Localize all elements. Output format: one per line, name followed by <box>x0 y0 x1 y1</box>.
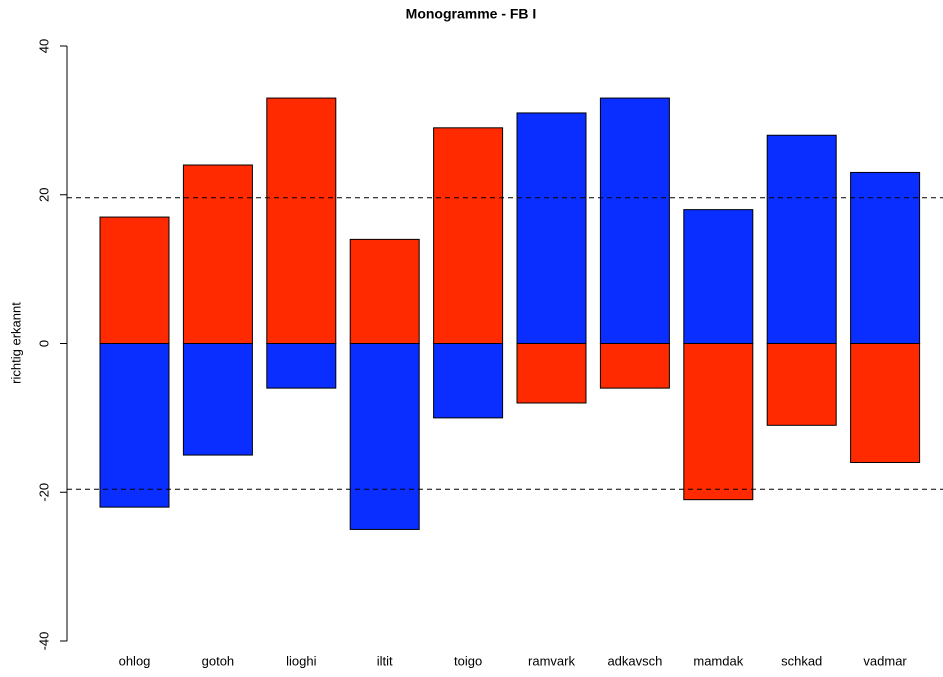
bar <box>516 343 587 404</box>
y-tick-label: 40 <box>36 39 51 53</box>
bar <box>182 343 253 456</box>
chart-title: Monogramme - FB I <box>406 6 537 22</box>
x-tick-label: adkavsch <box>607 653 662 668</box>
bar <box>433 343 504 419</box>
bar <box>516 112 587 344</box>
bar <box>766 343 837 426</box>
bar <box>182 164 253 344</box>
bar <box>850 343 921 463</box>
x-tick-label: mamdak <box>693 653 743 668</box>
x-tick-label: ramvark <box>528 653 575 668</box>
bar <box>599 97 670 344</box>
bar <box>850 171 921 344</box>
y-axis-label: richtig erkannt <box>8 302 23 384</box>
x-tick-label: schkad <box>781 653 822 668</box>
bar <box>349 238 420 344</box>
bar <box>99 343 170 508</box>
bar <box>683 209 754 344</box>
x-tick-label: iltit <box>377 653 393 668</box>
bar <box>266 343 337 389</box>
bar <box>266 97 337 344</box>
x-tick-label: vadmar <box>863 653 907 668</box>
x-tick-label: lioghi <box>286 653 316 668</box>
bar <box>99 216 170 344</box>
y-tick-label: -20 <box>36 483 51 502</box>
y-tick-label: 0 <box>36 340 51 347</box>
bar <box>349 343 420 530</box>
bar <box>433 127 504 344</box>
x-tick-label: gotoh <box>202 653 235 668</box>
x-tick-label: toigo <box>454 653 482 668</box>
x-tick-label: ohlog <box>119 653 151 668</box>
bar <box>599 343 670 389</box>
y-tick-label: -40 <box>36 632 51 651</box>
bar <box>683 343 754 501</box>
bar <box>766 134 837 344</box>
y-tick-label: 20 <box>36 188 51 202</box>
